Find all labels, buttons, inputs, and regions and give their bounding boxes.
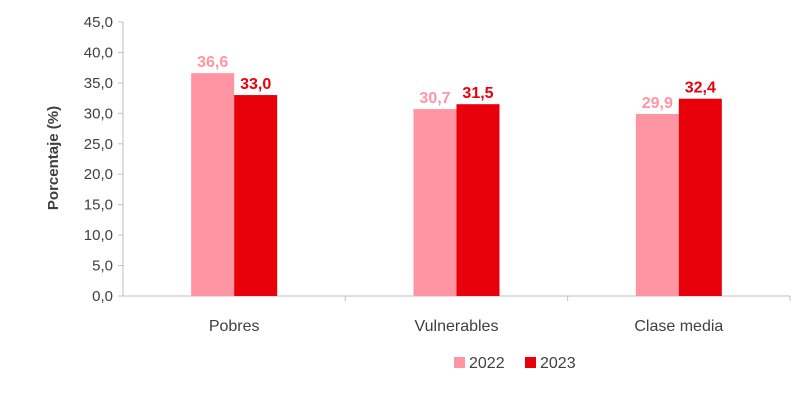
x-category-label: Vulnerables bbox=[415, 318, 499, 335]
bar-2022 bbox=[191, 73, 235, 296]
data-label-2022: 30,7 bbox=[419, 90, 450, 107]
bar-2022 bbox=[635, 113, 679, 296]
y-tick-label: 35,0 bbox=[84, 75, 113, 92]
y-tick-label: 10,0 bbox=[84, 227, 113, 244]
data-label-2022: 36,6 bbox=[197, 54, 228, 71]
x-category-label: Clase media bbox=[634, 318, 723, 335]
y-axis-ticks: 0,0 5,0 10,0 15,0 20,0 25,0 30,0 35,0 40,0 45,0 bbox=[84, 14, 123, 305]
y-tick-label: 15,0 bbox=[84, 197, 113, 214]
legend: 2022 2023 bbox=[454, 355, 576, 372]
bar-2023 bbox=[234, 95, 278, 296]
y-tick-label: 0,0 bbox=[92, 288, 113, 305]
y-tick-label: 5,0 bbox=[92, 258, 113, 275]
bar-2022 bbox=[413, 109, 457, 297]
data-label-2023: 32,4 bbox=[685, 80, 716, 97]
y-tick-label: 40,0 bbox=[84, 44, 113, 61]
bar-2023 bbox=[678, 98, 722, 296]
legend-swatch-2022 bbox=[454, 357, 465, 368]
y-tick-label: 45,0 bbox=[84, 14, 113, 31]
y-tick-label: 25,0 bbox=[84, 136, 113, 153]
y-tick-label: 20,0 bbox=[84, 166, 113, 183]
data-label-2022: 29,9 bbox=[642, 95, 673, 112]
data-label-2023: 33,0 bbox=[240, 76, 271, 93]
y-tick-label: 30,0 bbox=[84, 105, 113, 122]
legend-label-2023: 2023 bbox=[540, 355, 576, 372]
bars-group: 36,6 33,0 30,7 31,5 29,9 32,4 bbox=[191, 54, 722, 297]
x-axis-labels: Pobres Vulnerables Clase media bbox=[209, 296, 791, 335]
y-axis-label: Porcentaje (%) bbox=[45, 106, 62, 210]
bar-2023 bbox=[456, 104, 500, 296]
data-label-2023: 31,5 bbox=[462, 85, 493, 102]
legend-label-2022: 2022 bbox=[469, 355, 505, 372]
x-category-label: Pobres bbox=[209, 318, 260, 335]
legend-swatch-2023 bbox=[525, 357, 536, 368]
